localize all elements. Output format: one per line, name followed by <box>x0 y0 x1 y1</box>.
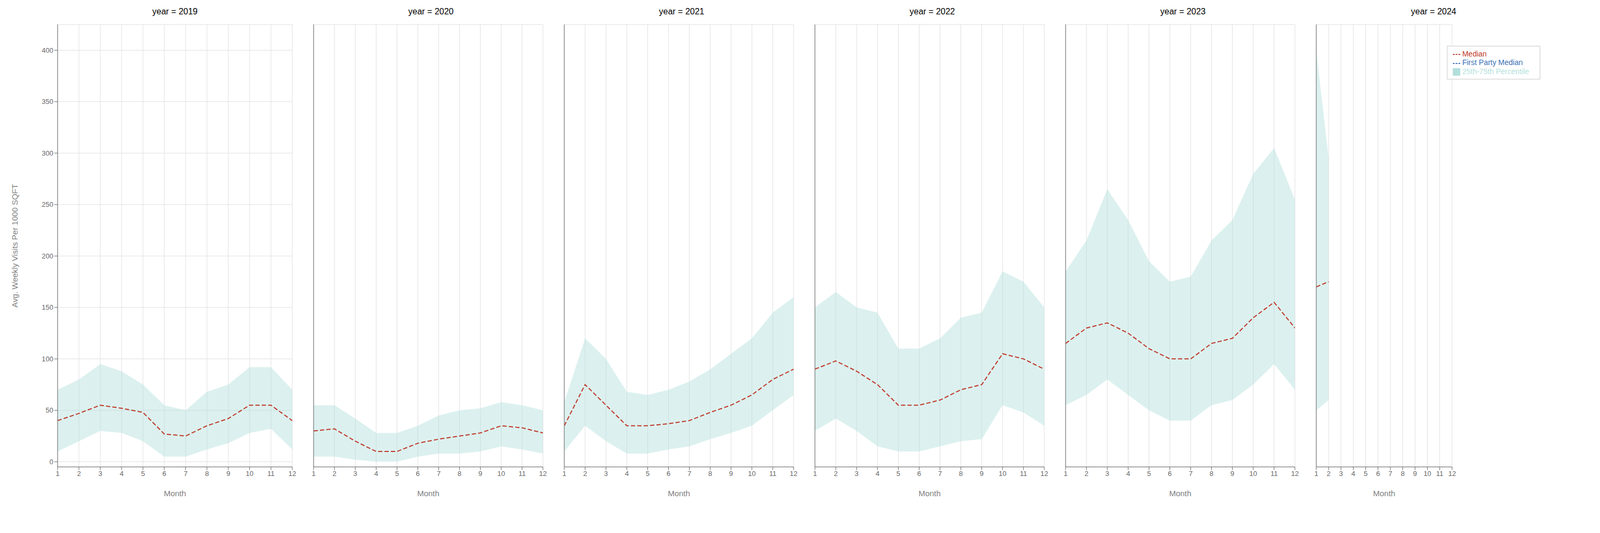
svg-text:3: 3 <box>98 469 102 478</box>
svg-text:10: 10 <box>497 469 506 478</box>
svg-text:6: 6 <box>666 469 671 478</box>
svg-text:11: 11 <box>1270 469 1278 478</box>
svg-text:2: 2 <box>332 469 336 478</box>
svg-text:9: 9 <box>226 469 230 478</box>
svg-text:0: 0 <box>49 458 54 467</box>
svg-text:12: 12 <box>1291 469 1299 478</box>
svg-text:6: 6 <box>416 469 420 478</box>
svg-text:4: 4 <box>625 469 629 478</box>
svg-text:4: 4 <box>119 469 124 478</box>
svg-text:300: 300 <box>41 149 54 158</box>
svg-text:5: 5 <box>896 469 901 478</box>
svg-text:12: 12 <box>789 469 798 478</box>
html-text:year = 2020: year = 2020 <box>408 6 454 16</box>
svg-text:9: 9 <box>1230 469 1235 478</box>
svg-text:50: 50 <box>45 406 54 415</box>
svg-text:Avg. Weekly Visits Per 1000 SQ: Avg. Weekly Visits Per 1000 SQFT <box>10 184 20 308</box>
html-text:year = 2023: year = 2023 <box>1160 6 1206 16</box>
svg-text:4: 4 <box>875 469 880 478</box>
svg-text:2: 2 <box>1084 469 1088 478</box>
svg-text:7: 7 <box>183 469 188 478</box>
svg-text:6: 6 <box>917 469 922 478</box>
svg-text:5: 5 <box>1147 469 1151 478</box>
svg-text:11: 11 <box>518 469 526 478</box>
svg-text:9: 9 <box>729 469 733 478</box>
svg-text:8: 8 <box>1209 469 1214 478</box>
svg-text:Month: Month <box>163 489 187 499</box>
svg-text:4: 4 <box>1126 469 1131 478</box>
svg-text:2: 2 <box>76 469 81 478</box>
svg-text:7: 7 <box>1188 469 1193 478</box>
svg-text:7: 7 <box>436 469 441 478</box>
svg-text:3: 3 <box>1339 469 1343 478</box>
svg-text:400: 400 <box>41 46 54 55</box>
svg-text:10: 10 <box>1423 469 1431 478</box>
svg-text:12: 12 <box>288 469 296 478</box>
svg-text:10: 10 <box>998 469 1007 478</box>
svg-text:1: 1 <box>55 469 60 478</box>
svg-text:3: 3 <box>1105 469 1110 478</box>
svg-text:12: 12 <box>539 469 547 478</box>
svg-text:8: 8 <box>958 469 963 478</box>
svg-text:3: 3 <box>604 469 608 478</box>
html-text:year = 2021: year = 2021 <box>658 6 705 16</box>
svg-text:9: 9 <box>979 469 984 478</box>
svg-text:9: 9 <box>478 469 483 478</box>
svg-text:150: 150 <box>41 303 54 312</box>
svg-text:9: 9 <box>1413 469 1418 478</box>
svg-text:8: 8 <box>457 469 462 478</box>
svg-text:6: 6 <box>1376 469 1380 478</box>
svg-text:8: 8 <box>708 469 712 478</box>
svg-text:7: 7 <box>938 469 942 478</box>
svg-text:250: 250 <box>41 200 54 209</box>
svg-text:2: 2 <box>582 469 587 478</box>
svg-text:7: 7 <box>1388 469 1392 478</box>
svg-text:Month: Month <box>918 489 941 499</box>
svg-text:11: 11 <box>267 469 275 478</box>
svg-text:5: 5 <box>1363 469 1368 478</box>
svg-text:8: 8 <box>1400 469 1405 478</box>
svg-text:Month: Month <box>667 489 691 499</box>
svg-text:6: 6 <box>1168 469 1172 478</box>
svg-text:1: 1 <box>311 469 316 478</box>
svg-text:1: 1 <box>562 469 566 478</box>
html-text:year = 2024: year = 2024 <box>1410 6 1457 16</box>
svg-text:5: 5 <box>140 469 145 478</box>
svg-text:11: 11 <box>1019 469 1028 478</box>
svg-text:10: 10 <box>748 469 756 478</box>
svg-text:5: 5 <box>645 469 650 478</box>
svg-text:3: 3 <box>353 469 358 478</box>
svg-text:4: 4 <box>1351 469 1356 478</box>
svg-text:12: 12 <box>1448 469 1456 478</box>
html-text:Median: Median <box>1462 49 1487 59</box>
svg-text:Month: Month <box>1169 489 1192 499</box>
svg-text:Month: Month <box>417 489 440 499</box>
svg-text:10: 10 <box>245 469 254 478</box>
svg-text:12: 12 <box>1040 469 1048 478</box>
svg-text:100: 100 <box>41 355 54 364</box>
svg-text:7: 7 <box>687 469 692 478</box>
svg-text:6: 6 <box>162 469 166 478</box>
svg-text:2: 2 <box>833 469 838 478</box>
svg-text:3: 3 <box>854 469 859 478</box>
svg-text:4: 4 <box>374 469 379 478</box>
svg-text:2: 2 <box>1326 469 1331 478</box>
svg-text:350: 350 <box>41 97 54 106</box>
html-text:25th-75th Percentile: 25th-75th Percentile <box>1462 66 1530 76</box>
html-text:First Party Median: First Party Median <box>1462 58 1523 67</box>
svg-text:11: 11 <box>1436 469 1444 478</box>
svg-text:8: 8 <box>204 469 209 478</box>
svg-text:200: 200 <box>41 252 54 261</box>
svg-text:1: 1 <box>1314 469 1318 478</box>
svg-text:10: 10 <box>1249 469 1258 478</box>
svg-text:Month: Month <box>1372 489 1396 499</box>
html-text:year = 2022: year = 2022 <box>909 6 955 16</box>
svg-text:11: 11 <box>769 469 777 478</box>
svg-text:5: 5 <box>395 469 399 478</box>
svg-text:1: 1 <box>1063 469 1068 478</box>
html-text:year = 2019: year = 2019 <box>152 6 198 16</box>
svg-text:1: 1 <box>812 469 817 478</box>
